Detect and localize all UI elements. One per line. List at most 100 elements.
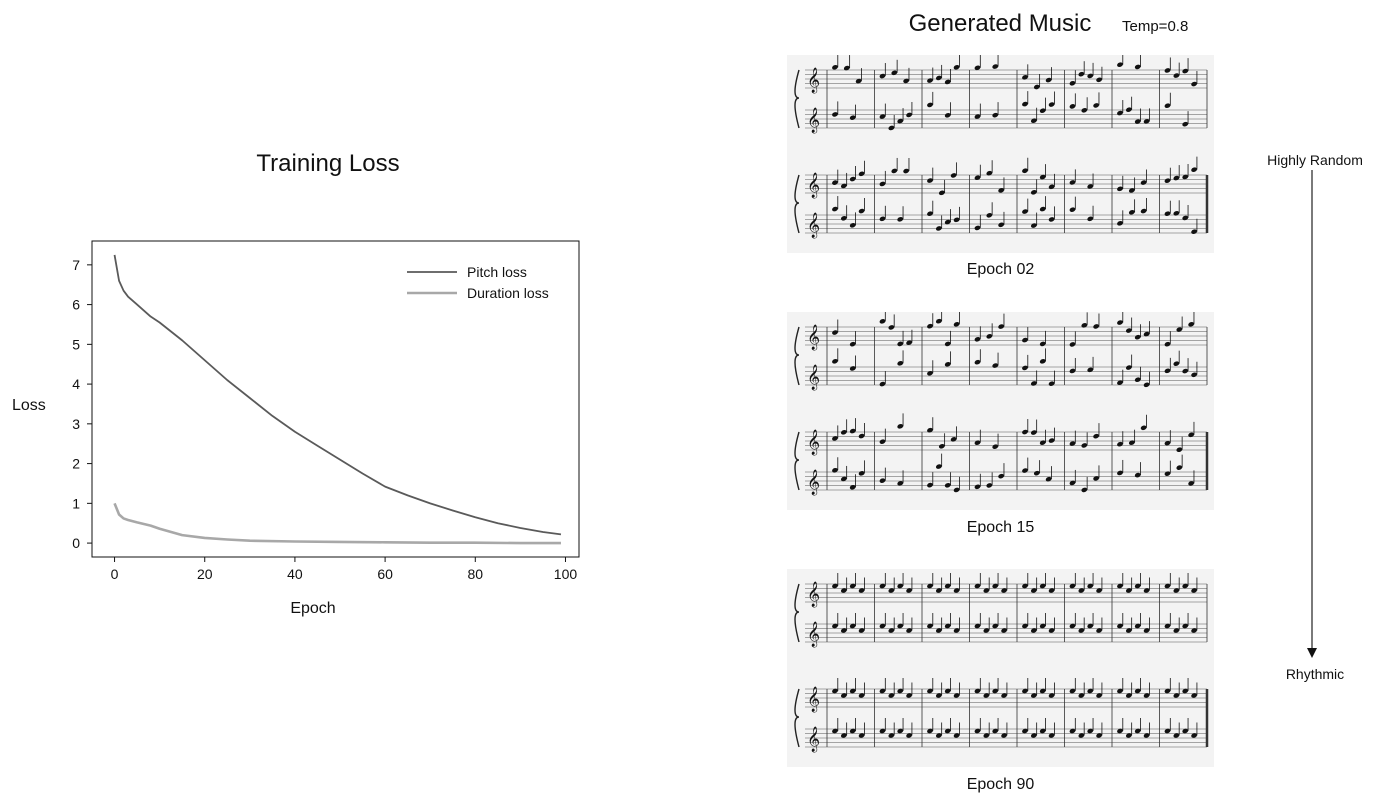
x-tick-label-40: 40 [287, 566, 303, 582]
note-head [832, 330, 838, 335]
note-head [840, 588, 847, 593]
note-head [944, 341, 951, 347]
score-epoch-02: 𝄞 𝄞 𝄞 𝄞 [794, 51, 1209, 238]
note-head [1191, 733, 1198, 738]
note-head [1125, 328, 1132, 333]
note-head [998, 324, 1005, 329]
treble-clef-icon: 𝄞 [807, 324, 820, 350]
note-head [1125, 588, 1132, 593]
note-head [1140, 425, 1147, 431]
x-tick-label-20: 20 [197, 566, 213, 582]
note-head [858, 433, 865, 439]
note-head [986, 170, 993, 176]
note-head [974, 484, 981, 490]
note-head [832, 206, 838, 212]
note-head [1093, 103, 1100, 108]
y-tick-label-2: 2 [72, 456, 80, 472]
note-head [1164, 440, 1171, 446]
treble-clef-icon: 𝄞 [807, 726, 820, 752]
note-head [1143, 331, 1150, 337]
note-head [1048, 438, 1055, 443]
note-head [903, 78, 910, 84]
note-head [927, 728, 933, 734]
note-head [992, 64, 999, 69]
note-head [1117, 583, 1123, 589]
note-head [832, 728, 838, 734]
note-head [1182, 623, 1189, 629]
progression-end-label: Rhythmic [1285, 666, 1345, 682]
note-head [986, 483, 993, 488]
brace [794, 326, 800, 386]
y-tick-label-6: 6 [72, 297, 80, 313]
note-head [953, 588, 960, 593]
score-epoch-15: 𝄞 𝄞 𝄞 𝄞 [794, 308, 1209, 495]
note-head [944, 688, 951, 694]
brace [794, 583, 800, 643]
note-head [879, 583, 886, 589]
note-head [927, 78, 933, 83]
note-head [1087, 73, 1094, 79]
note-head [1128, 440, 1135, 446]
note-head [858, 733, 865, 738]
note-head [1048, 184, 1055, 190]
note-head [1069, 342, 1076, 347]
note-head [1069, 104, 1076, 109]
note-head [1022, 209, 1028, 214]
note-head [1069, 623, 1076, 629]
note-head [944, 583, 951, 589]
note-head [1022, 688, 1028, 694]
note-head [1048, 628, 1055, 633]
treble-clef-icon: 𝄞 [807, 469, 820, 495]
note-head [1117, 728, 1123, 734]
note-head [1048, 102, 1055, 107]
note-head [879, 688, 886, 694]
note-head [1045, 77, 1052, 83]
note-head [906, 733, 913, 738]
note-head [1039, 108, 1046, 113]
note-head [1039, 623, 1046, 629]
note-head [1117, 110, 1123, 116]
note-head [879, 478, 886, 483]
note-head [1069, 728, 1076, 734]
note-head [849, 583, 856, 589]
note-head [998, 473, 1005, 479]
note-head [1022, 75, 1028, 80]
note-head [1030, 693, 1037, 698]
note-head [983, 733, 990, 738]
note-head [1022, 365, 1028, 371]
note-head [927, 102, 933, 108]
note-head [1093, 433, 1100, 439]
note-head [1096, 588, 1103, 593]
note-head [1048, 693, 1055, 698]
note-head [849, 366, 856, 371]
note-head [1069, 441, 1076, 446]
note-head [1030, 189, 1037, 195]
note-head [897, 118, 904, 124]
treble-clef-icon: 𝄞 [807, 686, 820, 712]
note-head [1134, 472, 1141, 478]
note-head [840, 430, 847, 435]
note-head [938, 443, 945, 449]
note-head [891, 70, 898, 76]
y-tick-label-0: 0 [72, 535, 80, 551]
note-head [1022, 468, 1028, 473]
treble-clef-icon: 𝄞 [807, 429, 820, 455]
epoch-label-02: Epoch 02 [966, 261, 1035, 278]
note-head [849, 115, 856, 120]
brace [794, 69, 800, 129]
note-head [1087, 216, 1094, 222]
note-head [1039, 728, 1046, 734]
note-head [879, 439, 886, 444]
note-head [1182, 583, 1189, 589]
arrow-down-icon [1307, 648, 1317, 658]
treble-clef-icon: 𝄞 [807, 212, 820, 238]
legend-label-1: Duration loss [467, 285, 549, 301]
note-head [944, 219, 951, 225]
note-head [1164, 583, 1171, 589]
note-head [879, 181, 886, 187]
note-head [1117, 380, 1123, 386]
note-head [1125, 628, 1132, 633]
note-head [897, 728, 904, 734]
note-head [1022, 101, 1028, 107]
note-head [903, 168, 910, 174]
